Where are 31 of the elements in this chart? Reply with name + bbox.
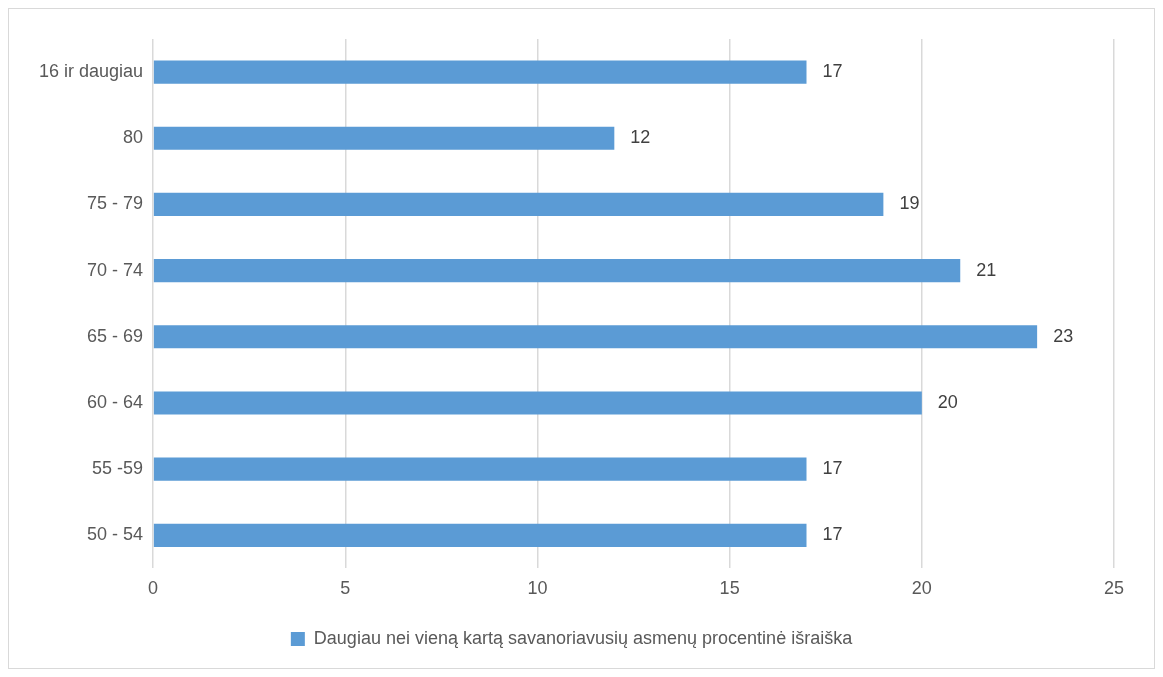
y-tick-label: 75 - 79: [87, 193, 144, 214]
data-label: 23: [1053, 325, 1074, 346]
bar: [153, 391, 922, 415]
x-tick-label: 5: [340, 578, 351, 599]
data-label: 12: [630, 127, 651, 148]
y-tick-label: 65 - 69: [87, 325, 144, 346]
bar: [153, 60, 807, 84]
x-tick-label: 0: [148, 578, 159, 599]
bar: [153, 523, 807, 547]
bar: [153, 192, 884, 217]
data-label: 19: [899, 193, 920, 214]
data-label: 17: [822, 61, 843, 82]
y-tick-label: 16 ir daugiau: [38, 61, 144, 82]
data-label: 21: [976, 259, 997, 280]
data-label: 17: [822, 458, 843, 479]
bar: [153, 457, 807, 481]
x-tick-label: 15: [719, 578, 740, 599]
y-tick-label: 80: [123, 127, 144, 148]
legend-label: Daugiau nei vieną kartą savanoriavusių asmenų procentinė išraiška: [313, 627, 854, 648]
bar: [153, 259, 961, 283]
data-label: 20: [937, 391, 958, 412]
y-tick-label: 55 -59: [92, 458, 144, 479]
x-tick-label: 25: [1103, 578, 1125, 599]
x-tick-label: 10: [527, 578, 548, 599]
bar: [153, 126, 615, 150]
bar: [153, 325, 1038, 349]
data-label: 17: [822, 524, 843, 545]
x-tick-label: 20: [911, 578, 932, 599]
y-tick-label: 50 - 54: [87, 524, 144, 545]
y-tick-label: 60 - 64: [87, 391, 144, 412]
y-tick-label: 70 - 74: [87, 259, 144, 280]
